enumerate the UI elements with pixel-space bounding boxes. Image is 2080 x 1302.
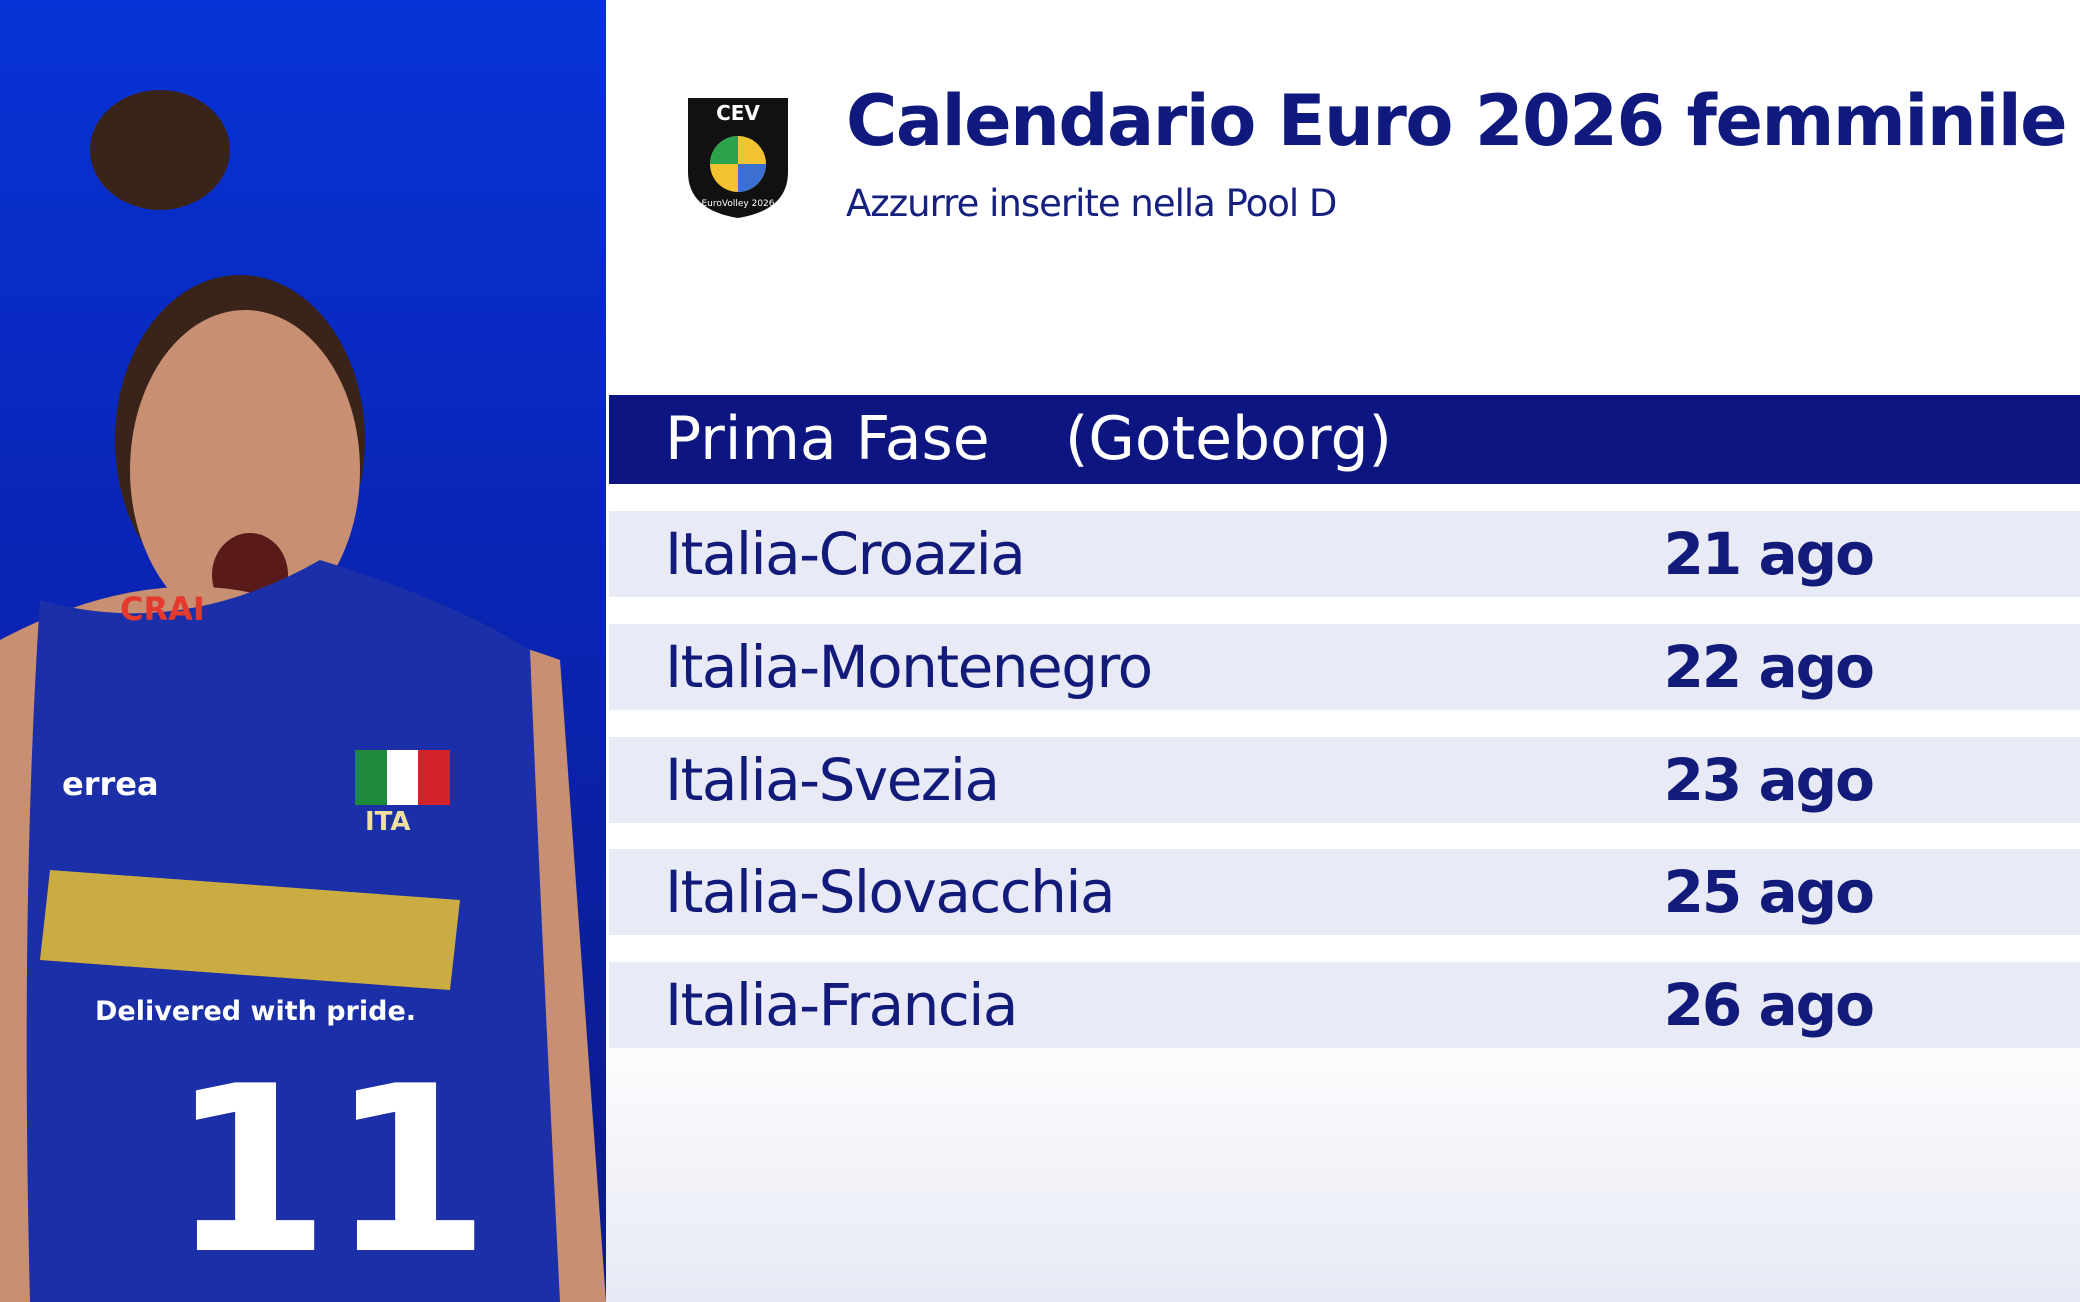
logo-text: EuroVolley 2026 (702, 199, 775, 209)
subtitle: Azzurre inserite nella Pool D (846, 182, 1337, 225)
match-row: Italia-Svezia 23 ago (609, 736, 2080, 823)
logo-ball-part (710, 136, 738, 164)
jersey-text: Delivered with pride. (95, 996, 416, 1027)
face (130, 310, 360, 630)
flag-green (355, 750, 387, 805)
jersey-number: 11 (170, 1038, 490, 1302)
jersey-text: errea (62, 765, 159, 803)
date: 22 ago (1663, 632, 1875, 701)
sponsor-band (40, 870, 460, 990)
date: 23 ago (1663, 745, 1875, 814)
match-row: Italia-Francia 26 ago (609, 962, 2080, 1048)
jersey-text: ITA (365, 807, 411, 837)
flag-red (418, 750, 450, 805)
cev-logo: CEV EuroVolley 2026 (688, 98, 788, 218)
match-row: Italia-Slovacchia 25 ago (609, 849, 2080, 936)
date: 25 ago (1663, 858, 1875, 927)
player-illustration: CRAI errea ITA Delivered with pride. 11 (0, 90, 606, 1302)
venue: (Goteborg) (1065, 404, 1392, 474)
date: 26 ago (1663, 971, 1875, 1039)
match: Italia-Montenegro (665, 632, 1153, 701)
match-row: Italia-Croazia 21 ago (609, 511, 2080, 597)
title: Calendario Euro 2026 femminile (846, 80, 2068, 162)
match: Italia-Francia (665, 971, 1018, 1039)
jersey-text: CRAI (120, 590, 205, 628)
match: Italia-Croazia (665, 520, 1026, 588)
match: Italia-Slovacchia (665, 858, 1116, 927)
phase: Prima Fase (665, 404, 990, 474)
player-photo: CRAI errea ITA Delivered with pride. 11 (0, 0, 606, 1302)
logo-ball-part (738, 164, 766, 192)
match: Italia-Svezia (665, 745, 1000, 814)
hair-bun (90, 90, 230, 210)
match-row: Italia-Montenegro 22 ago (609, 623, 2080, 710)
phase-header: Prima Fase (Goteborg) (609, 395, 2080, 484)
date: 21 ago (1663, 520, 1875, 588)
logo-text: CEV (716, 101, 760, 125)
